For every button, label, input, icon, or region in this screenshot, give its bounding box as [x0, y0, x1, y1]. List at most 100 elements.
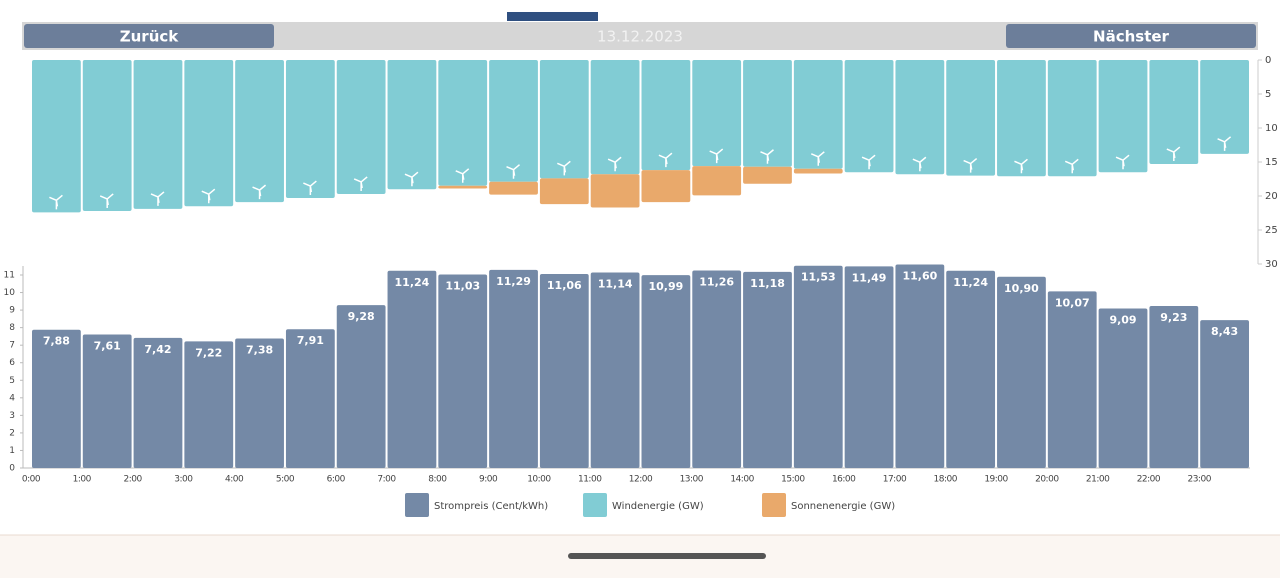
bar [844, 266, 894, 468]
x-tick-label: 15:00 [781, 475, 805, 485]
value-label: 11,53 [801, 271, 836, 284]
y-tick-label: 11 [4, 271, 15, 281]
turbine-icon [1014, 158, 1028, 174]
x-tick-label: 19:00 [984, 475, 1008, 485]
x-tick-label: 5:00 [276, 475, 295, 485]
value-label: 9,09 [1109, 314, 1136, 327]
bar-segment [743, 60, 792, 167]
y-tick-label: 4 [9, 393, 15, 403]
bar [590, 272, 640, 468]
bar-segment [438, 185, 488, 189]
x-tick-label: 2:00 [123, 475, 142, 485]
value-label: 11,24 [395, 276, 430, 289]
bar-segment [590, 174, 640, 208]
turbine-icon [1115, 154, 1130, 170]
turbine-icon [506, 164, 521, 179]
y-tick-label: 15 [1265, 157, 1278, 168]
bar [1149, 306, 1199, 468]
value-label: 7,61 [94, 339, 121, 352]
value-label: 10,07 [1055, 296, 1090, 309]
y-tick-label: 8 [9, 323, 15, 333]
value-label: 11,29 [496, 275, 531, 288]
y-tick-label: 1 [9, 446, 15, 456]
x-tick-label: 13:00 [680, 475, 704, 485]
bar-segment [82, 60, 132, 211]
x-tick-label: 22:00 [1137, 475, 1161, 485]
bar [32, 329, 81, 468]
x-tick-label: 9:00 [479, 475, 498, 485]
bar-segment [438, 60, 488, 186]
y-tick-label: 10 [4, 288, 16, 298]
bar [641, 275, 691, 468]
y-tick-label: 5 [1265, 89, 1271, 100]
value-label: 7,88 [43, 335, 70, 348]
bar-segment [641, 60, 691, 171]
x-tick-label: 10:00 [527, 475, 551, 485]
value-label: 10,99 [648, 280, 683, 293]
bar-segment [1098, 60, 1148, 173]
bar-segment [133, 60, 183, 209]
turbine-icon [99, 193, 114, 208]
y-tick-label: 10 [1265, 123, 1278, 134]
back-label[interactable]: Zurück [120, 28, 180, 46]
bar [1200, 320, 1249, 468]
bar [82, 334, 132, 468]
bar-segment [743, 166, 792, 184]
value-label: 7,38 [246, 344, 273, 357]
bar-segment [692, 166, 742, 196]
bar [438, 274, 488, 468]
bar-segment [184, 60, 234, 207]
legend-label: Strompreis (Cent/kWh) [434, 501, 548, 512]
date-label: 13.12.2023 [597, 28, 683, 46]
bar-segment [641, 170, 691, 203]
bar-segment [285, 60, 335, 199]
bar-segment [844, 60, 894, 173]
y-tick-label: 25 [1265, 225, 1278, 236]
bar [895, 264, 945, 468]
turbine-icon [760, 149, 774, 164]
x-tick-label: 6:00 [327, 475, 346, 485]
y-tick-label: 0 [1265, 55, 1271, 66]
turbine-icon [658, 152, 673, 168]
y-tick-label: 9 [9, 306, 15, 316]
value-label: 10,90 [1004, 282, 1039, 295]
bar [997, 276, 1046, 468]
bar [692, 270, 742, 468]
back-button[interactable] [24, 24, 274, 48]
turbine-icon [1217, 136, 1232, 151]
turbine-icon [1064, 158, 1079, 174]
turbine-icon [404, 171, 419, 187]
bar-segment [1149, 60, 1199, 165]
turbine-icon [810, 151, 825, 166]
value-label: 11,03 [445, 279, 480, 292]
turbine-icon [912, 156, 927, 172]
y-tick-label: 5 [9, 376, 15, 386]
bar-segment [1200, 60, 1249, 154]
turbine-icon [455, 168, 470, 183]
tab-indicator [507, 12, 598, 21]
bar-segment [539, 178, 589, 205]
turbine-icon [353, 176, 368, 191]
value-label: 11,60 [902, 269, 937, 282]
bar [489, 269, 538, 468]
next-label[interactable]: Nächster [1093, 28, 1170, 46]
y-tick-label: 20 [1265, 191, 1278, 202]
next-button[interactable] [1006, 24, 1256, 48]
y-tick-label: 0 [9, 464, 15, 474]
x-tick-label: 23:00 [1187, 475, 1211, 485]
bar-segment [997, 60, 1046, 177]
x-tick-label: 12:00 [629, 475, 653, 485]
value-label: 7,91 [297, 334, 324, 347]
bar-segment [590, 60, 640, 175]
legend-swatch [762, 493, 786, 517]
bar [285, 329, 335, 468]
bar [946, 270, 996, 468]
x-tick-label: 18:00 [934, 475, 958, 485]
value-label: 7,22 [195, 346, 222, 359]
x-tick-label: 0:00 [22, 475, 41, 485]
bar-segment [793, 168, 843, 174]
value-label: 11,14 [598, 278, 633, 291]
bar-segment [235, 60, 284, 203]
